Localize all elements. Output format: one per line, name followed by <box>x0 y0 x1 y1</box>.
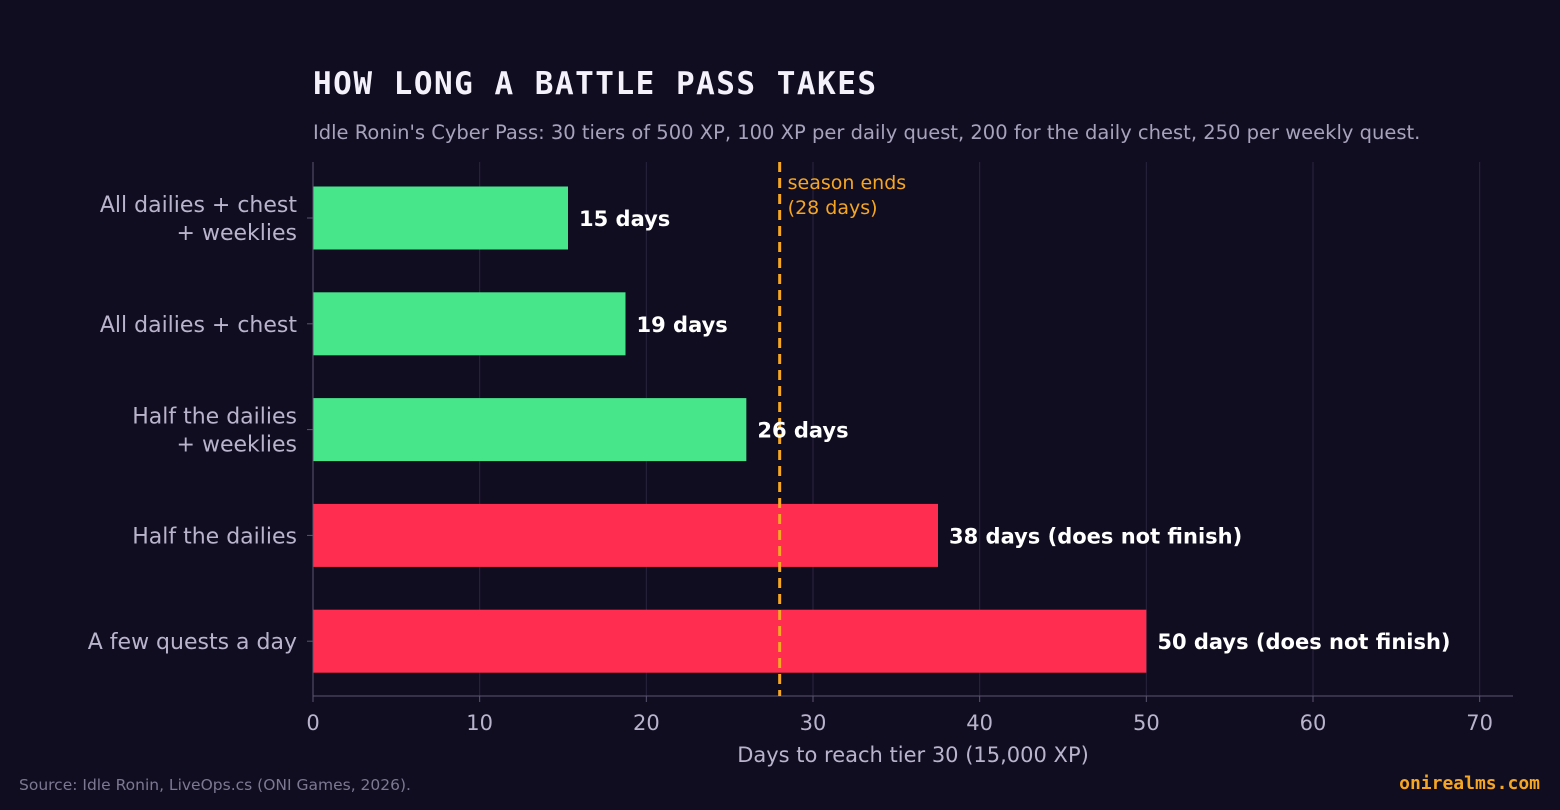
category-label-line: Half the dailies <box>132 524 297 549</box>
bar <box>313 398 747 462</box>
category-label-line: Half the dailies <box>132 405 297 430</box>
source-note: Source: Idle Ronin, LiveOps.cs (ONI Game… <box>19 776 411 794</box>
category-label-line: + weeklies <box>177 433 297 458</box>
data-label: 15 days <box>579 207 670 231</box>
data-label: 50 days (does not finish) <box>1157 630 1450 654</box>
season-end-label: (28 days) <box>788 197 878 219</box>
bar <box>313 186 568 250</box>
data-label: 38 days (does not finish) <box>949 524 1242 548</box>
bar <box>313 503 938 567</box>
category-label: A few quests a day <box>88 630 297 655</box>
x-tick-label: 20 <box>633 711 660 735</box>
category-label-line: A few quests a day <box>88 630 297 655</box>
brand-logo-text: onirealms.com <box>1399 773 1540 794</box>
category-label: All dailies + chest + weeklies <box>100 193 298 246</box>
category-label: All dailies + chest <box>100 313 298 338</box>
x-tick-label: 70 <box>1466 711 1493 735</box>
x-tick-label: 30 <box>800 711 827 735</box>
bar <box>313 609 1147 673</box>
category-label-line: All dailies + chest <box>100 193 298 218</box>
category-label-line: + weeklies <box>177 221 297 246</box>
x-tick-label: 60 <box>1300 711 1327 735</box>
x-tick-label: 10 <box>466 711 493 735</box>
bar <box>313 292 626 356</box>
chart-subtitle: Idle Ronin's Cyber Pass: 30 tiers of 500… <box>313 121 1421 144</box>
x-tick-label: 40 <box>966 711 993 735</box>
x-tick-label: 50 <box>1133 711 1160 735</box>
category-label: Half the dailies + weeklies <box>132 405 297 458</box>
category-label-line: All dailies + chest <box>100 313 298 338</box>
data-label: 26 days <box>757 419 848 443</box>
x-axis-title: Days to reach tier 30 (15,000 XP) <box>737 743 1089 767</box>
data-label: 19 days <box>637 313 728 337</box>
season-end-label: season ends <box>788 172 907 194</box>
chart-title: HOW LONG A BATTLE PASS TAKES <box>313 66 878 102</box>
category-label: Half the dailies <box>132 524 297 549</box>
x-tick-label: 0 <box>306 711 319 735</box>
